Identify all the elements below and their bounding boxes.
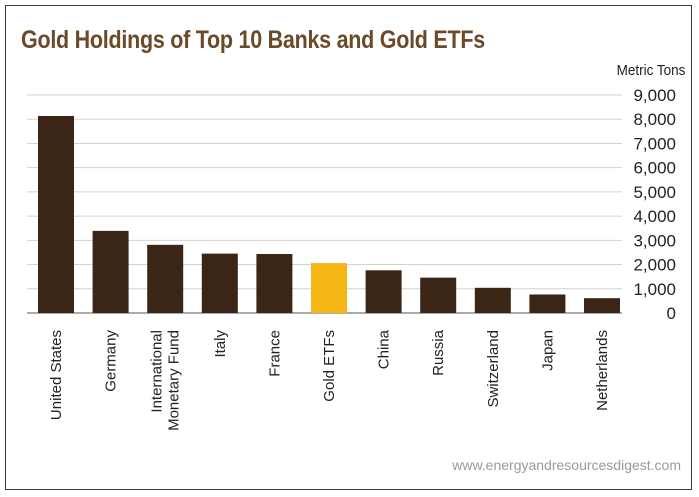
bar bbox=[311, 263, 347, 313]
x-tick-label: China bbox=[376, 329, 393, 369]
bar bbox=[38, 115, 74, 314]
x-tick-label: Japan bbox=[539, 330, 556, 371]
y-tick-label: 4,000 bbox=[633, 207, 676, 226]
y-axis-label: Metric Tons bbox=[616, 62, 685, 79]
x-tick-label: Russia bbox=[430, 329, 447, 376]
y-tick-label: 3,000 bbox=[633, 231, 676, 250]
source-credit: www.energyandresourcesdigest.com bbox=[452, 457, 681, 473]
y-tick-label: 5,000 bbox=[633, 183, 676, 202]
chart-title: Gold Holdings of Top 10 Banks and Gold E… bbox=[21, 26, 485, 54]
x-tick-label: International bbox=[149, 330, 166, 413]
y-tick-label: 7,000 bbox=[633, 134, 676, 153]
bar bbox=[201, 253, 238, 313]
x-tick-label: France bbox=[266, 330, 283, 377]
y-tick-label: 1,000 bbox=[633, 280, 676, 299]
x-tick-label: Germany bbox=[103, 330, 120, 392]
bar bbox=[474, 287, 511, 313]
y-tick-label: 9,000 bbox=[633, 86, 676, 105]
y-tick-label: 2,000 bbox=[633, 256, 676, 275]
bar bbox=[584, 298, 620, 313]
y-tick-label: 6,000 bbox=[633, 159, 676, 178]
bar bbox=[365, 270, 402, 313]
y-tick-label: 8,000 bbox=[633, 110, 676, 129]
x-tick-label: Switzerland bbox=[485, 330, 502, 408]
x-tick-label: Gold ETFs bbox=[321, 330, 338, 402]
y-tick-label: 0 bbox=[667, 304, 676, 323]
x-tick-label: Netherlands bbox=[594, 330, 611, 411]
x-tick-label: Monetary Fund bbox=[166, 330, 183, 431]
bar bbox=[92, 230, 129, 313]
bar bbox=[256, 254, 293, 313]
x-tick-label: United States bbox=[48, 330, 65, 420]
bar bbox=[529, 294, 566, 313]
bar bbox=[147, 244, 184, 313]
bar bbox=[420, 277, 457, 313]
x-tick-label: Italy bbox=[212, 330, 229, 358]
